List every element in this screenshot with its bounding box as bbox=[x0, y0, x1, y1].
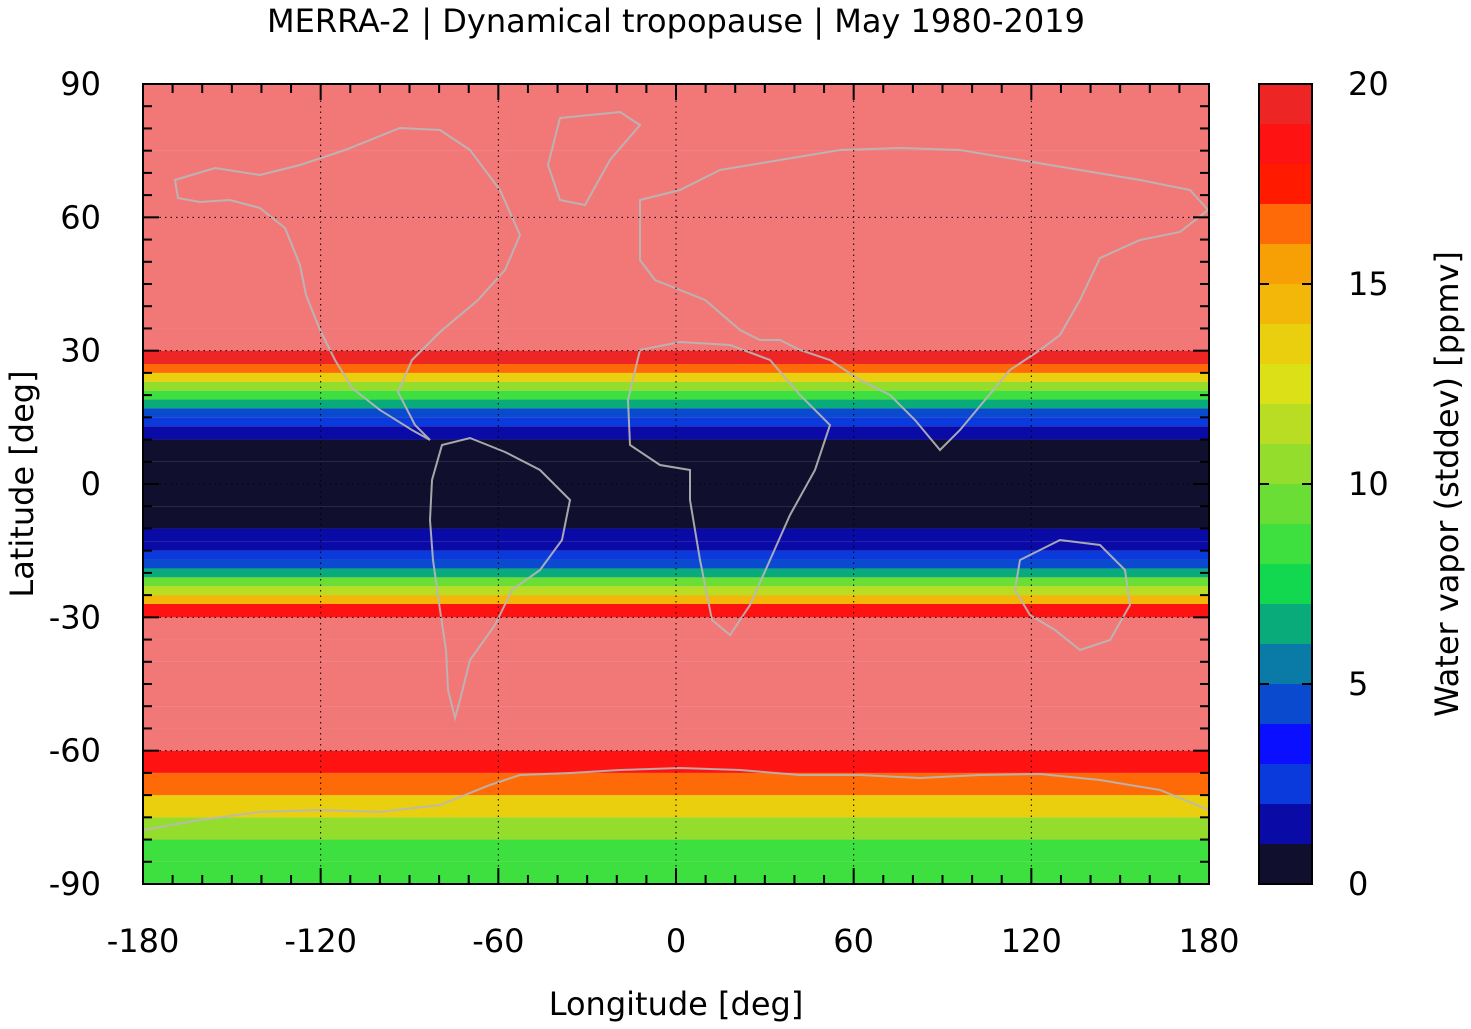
colorbar-tick-label: 15 bbox=[1348, 265, 1389, 303]
colorbar-cell bbox=[1259, 124, 1312, 164]
coastline-north-america bbox=[173, 126, 522, 441]
x-tick-label: -60 bbox=[472, 922, 524, 960]
colorbar-cell bbox=[1259, 324, 1312, 364]
heatmap-band bbox=[143, 795, 1209, 818]
coastline-greenland bbox=[546, 110, 642, 207]
colorbar-cell bbox=[1259, 484, 1312, 524]
heatmap-band bbox=[143, 461, 1209, 484]
y-tick-labels: -90 -60 -30 0 30 60 90 bbox=[49, 65, 101, 903]
x-tick-label: 180 bbox=[1178, 922, 1239, 960]
heatmap-band bbox=[143, 839, 1209, 862]
x-tick-label: -180 bbox=[107, 922, 180, 960]
colorbar-cell bbox=[1259, 84, 1312, 124]
colorbar-cells bbox=[1259, 84, 1312, 884]
colorbar-tick-label: 0 bbox=[1348, 865, 1368, 903]
colorbar-cell bbox=[1259, 524, 1312, 564]
x-tick-label: 120 bbox=[1001, 922, 1062, 960]
colorbar-cell bbox=[1259, 204, 1312, 244]
heatmap-band bbox=[143, 817, 1209, 840]
colorbar-cell bbox=[1259, 644, 1312, 684]
x-axis-label: Longitude [deg] bbox=[549, 985, 804, 1023]
colorbar-frame bbox=[1258, 83, 1313, 885]
y-tick-label: 30 bbox=[60, 332, 101, 370]
colorbar-cell bbox=[1259, 724, 1312, 764]
colorbar-tick-label: 5 bbox=[1348, 665, 1368, 703]
colorbar-cell bbox=[1259, 764, 1312, 804]
heatmap-band bbox=[143, 417, 1209, 427]
heatmap-band bbox=[143, 328, 1209, 351]
colorbar-cell bbox=[1259, 444, 1312, 484]
heatmap-band bbox=[143, 390, 1209, 400]
heatmap-band bbox=[143, 350, 1209, 364]
grid-lines bbox=[143, 84, 1209, 884]
heatmap-band bbox=[143, 595, 1209, 604]
heatmap-band bbox=[143, 364, 1209, 373]
plot-area bbox=[142, 83, 1210, 885]
coastline-europe-asia bbox=[639, 146, 1209, 452]
heatmap-band bbox=[143, 426, 1209, 440]
y-tick-label: -30 bbox=[49, 598, 101, 636]
heatmap-band bbox=[143, 617, 1209, 640]
colorbar-tick-label: 10 bbox=[1348, 465, 1389, 503]
coastlines bbox=[143, 110, 1209, 831]
heatmap-band bbox=[143, 408, 1209, 418]
colorbar-cell bbox=[1259, 844, 1312, 884]
colorbar-cell bbox=[1259, 164, 1312, 204]
plot-frame bbox=[142, 83, 1210, 885]
coastline-australia bbox=[1013, 538, 1132, 652]
y-tick-label: -60 bbox=[49, 732, 101, 770]
colorbar-tick-label: 20 bbox=[1348, 65, 1389, 103]
heatmap-band bbox=[143, 506, 1209, 529]
heatmap-band bbox=[143, 439, 1209, 462]
y-axis-label: Latitude [deg] bbox=[3, 370, 41, 597]
colorbar-label: Water vapor (stddev) [ppmv] bbox=[1428, 251, 1466, 717]
colorbar-cell bbox=[1259, 684, 1312, 724]
coastline-africa bbox=[626, 340, 832, 637]
colorbar-cell bbox=[1259, 404, 1312, 444]
x-tick-labels: -180 -120 -60 0 60 120 180 bbox=[107, 922, 1240, 960]
heatmap-band bbox=[143, 568, 1209, 578]
heatmap-band bbox=[143, 577, 1209, 587]
colorbar-cell bbox=[1259, 804, 1312, 844]
colorbar-cell bbox=[1259, 244, 1312, 284]
heatmap-band bbox=[143, 372, 1209, 382]
heatmap-band bbox=[143, 550, 1209, 560]
y-tick-label: 60 bbox=[60, 198, 101, 236]
coastline-south-america bbox=[428, 436, 572, 722]
y-tick-label: -90 bbox=[49, 865, 101, 903]
y-tick-label: 90 bbox=[60, 65, 101, 103]
y-tick-label: 0 bbox=[81, 465, 101, 503]
colorbar-cell bbox=[1259, 564, 1312, 604]
colorbar: 0 5 10 15 20 Water vapor (stddev) [ppmv] bbox=[1258, 65, 1466, 903]
x-tick-label: 0 bbox=[666, 922, 686, 960]
colorbar-cell bbox=[1259, 284, 1312, 324]
colorbar-cell bbox=[1259, 604, 1312, 644]
x-tick-label: -120 bbox=[284, 922, 357, 960]
heatmap-band bbox=[143, 381, 1209, 391]
chart-title: MERRA-2 | Dynamical tropopause | May 198… bbox=[267, 2, 1085, 40]
colorbar-tick-labels: 0 5 10 15 20 bbox=[1348, 65, 1389, 903]
heatmap-band bbox=[143, 484, 1209, 507]
heatmap-band bbox=[143, 604, 1209, 618]
coastline-antarctica bbox=[143, 766, 1209, 831]
colorbar-cell bbox=[1259, 364, 1312, 404]
x-tick-label: 60 bbox=[833, 922, 874, 960]
